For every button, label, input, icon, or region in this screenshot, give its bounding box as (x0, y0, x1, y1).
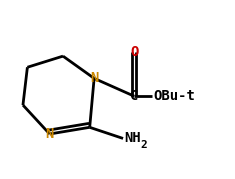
Text: OBu-t: OBu-t (153, 89, 195, 103)
Text: C: C (130, 89, 138, 103)
Text: N: N (90, 71, 98, 85)
Text: N: N (45, 127, 54, 141)
Text: NH: NH (124, 131, 141, 146)
Text: O: O (130, 45, 138, 59)
Text: 2: 2 (140, 140, 147, 150)
